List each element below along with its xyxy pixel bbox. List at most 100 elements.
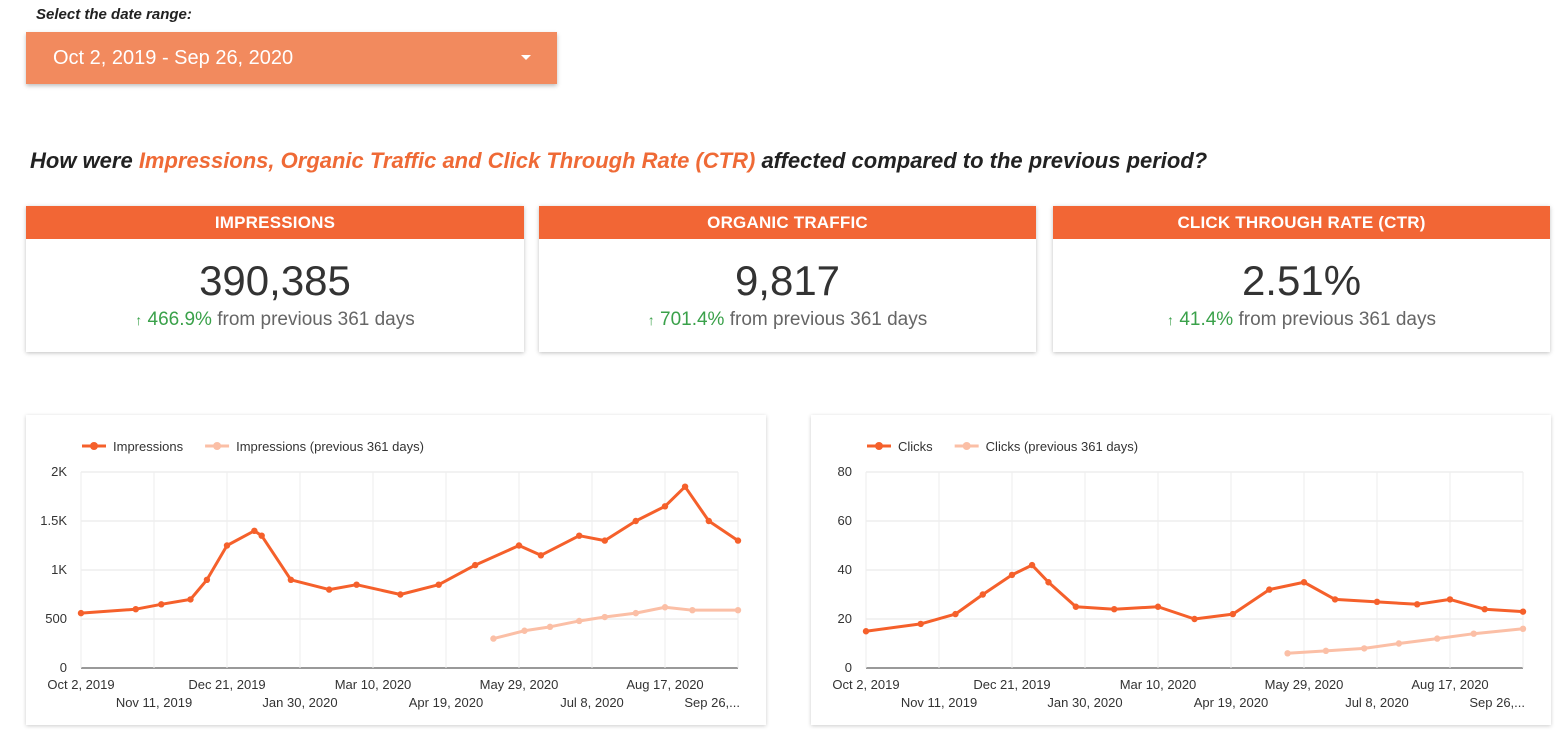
series-line-0 <box>865 563 1524 633</box>
data-point <box>537 552 545 559</box>
y-tick-label: 80 <box>838 464 852 479</box>
data-point <box>1191 615 1198 623</box>
data-point <box>1284 650 1291 657</box>
data-point <box>472 561 479 569</box>
data-point <box>1361 645 1368 652</box>
legend-label: Clicks (previous 361 days) <box>986 439 1138 454</box>
x-tick-label: Apr 19, 2020 <box>409 695 483 710</box>
data-point <box>1111 606 1118 613</box>
kpi-change-percent: 41.4% <box>1179 309 1234 330</box>
y-tick-label: 20 <box>838 611 852 626</box>
x-tick-label: Dec 21, 2019 <box>973 677 1050 692</box>
data-point <box>1154 603 1162 610</box>
x-tick-label: Jul 8, 2020 <box>1345 695 1409 710</box>
arrow-up-icon: ↑ <box>135 312 143 328</box>
data-point <box>1434 635 1441 642</box>
x-tick-label: Dec 21, 2019 <box>188 677 265 692</box>
data-point <box>1008 571 1016 579</box>
y-tick-label: 0 <box>845 660 852 675</box>
date-range-label: Select the date range: <box>36 6 192 23</box>
data-point <box>689 606 696 614</box>
kpi-change-text: from previous 361 days <box>217 309 415 330</box>
data-point <box>661 604 669 611</box>
data-point <box>632 517 639 525</box>
y-tick-label: 0 <box>60 660 67 675</box>
series-line-1 <box>1287 627 1524 655</box>
x-tick-label: Mar 10, 2020 <box>335 677 412 692</box>
legend-marker <box>875 442 883 450</box>
data-point <box>1072 603 1080 610</box>
data-point <box>601 537 608 544</box>
question-suffix: affected compared to the previous period… <box>755 148 1208 173</box>
data-point <box>258 532 265 539</box>
kpi-change-text: from previous 361 days <box>1238 309 1436 330</box>
data-point <box>1413 601 1421 608</box>
data-point <box>1446 596 1454 603</box>
kpi-change: ↑ 701.4% from previous 361 days <box>539 309 1036 331</box>
data-point <box>1373 598 1381 606</box>
data-point <box>158 601 165 608</box>
kpi-value: 2.51% <box>1241 257 1362 304</box>
data-point <box>521 627 528 634</box>
kpi-title: ORGANIC TRAFFIC <box>539 206 1036 239</box>
kpi-card-impressions: IMPRESSIONS 390,385 ↑ 466.9% from previo… <box>26 206 524 352</box>
x-tick-label: Oct 2, 2019 <box>47 677 114 692</box>
data-point <box>632 609 639 617</box>
data-point <box>734 537 742 544</box>
arrow-up-icon: ↑ <box>647 312 655 328</box>
data-point <box>1331 596 1339 603</box>
data-point <box>1395 640 1403 647</box>
data-point <box>132 606 139 613</box>
kpi-title: IMPRESSIONS <box>26 206 524 239</box>
data-point <box>1481 606 1488 613</box>
x-tick-label: Oct 2, 2019 <box>832 677 899 692</box>
data-point <box>576 617 583 625</box>
data-point <box>681 483 689 490</box>
kpi-card-ctr: CLICK THROUGH RATE (CTR) 2.51% ↑ 41.4% f… <box>1053 206 1550 352</box>
legend-label: Clicks <box>898 439 933 454</box>
data-point <box>1045 579 1052 586</box>
kpi-change-text: from previous 361 days <box>729 309 928 330</box>
y-tick-label: 2K <box>51 464 67 479</box>
x-tick-label: Sep 26,... <box>1469 695 1525 710</box>
y-tick-label: 1K <box>51 562 67 577</box>
data-point <box>203 576 211 583</box>
y-tick-label: 500 <box>45 611 67 626</box>
kpi-title: CLICK THROUGH RATE (CTR) <box>1053 206 1550 239</box>
data-point <box>917 620 924 628</box>
data-point <box>952 610 959 618</box>
data-point <box>77 609 85 617</box>
date-range-value: Oct 2, 2019 - Sep 26, 2020 <box>53 46 294 69</box>
x-tick-label: Mar 10, 2020 <box>1120 677 1197 692</box>
kpi-value: 390,385 <box>199 257 351 304</box>
data-point <box>1028 561 1036 569</box>
data-point <box>287 576 295 583</box>
data-point <box>1519 608 1527 615</box>
legend-label: Impressions (previous 361 days) <box>236 439 424 454</box>
data-point <box>326 586 333 593</box>
x-tick-label: Nov 11, 2019 <box>901 695 977 710</box>
data-point <box>1300 579 1308 586</box>
y-tick-label: 40 <box>838 562 852 577</box>
data-point <box>435 581 442 588</box>
arrow-up-icon: ↑ <box>1167 312 1175 328</box>
series-line-1 <box>493 605 738 641</box>
legend-marker <box>213 442 222 450</box>
section-question: How were Impressions, Organic Traffic an… <box>30 148 1207 174</box>
impressions-chart[interactable]: 0 500 1K 1.5K 2K Oct 2, 2019 Nov 11, 2019 Dec 2… <box>26 415 766 725</box>
legend-marker <box>962 442 971 450</box>
question-highlight: Impressions, Organic Traffic and Click T… <box>138 148 756 173</box>
question-prefix: How were <box>30 148 139 173</box>
chevron-down-icon <box>521 55 531 60</box>
data-point <box>515 542 523 549</box>
data-point <box>862 628 870 635</box>
kpi-change-percent: 466.9% <box>147 309 212 330</box>
data-point <box>546 623 554 631</box>
x-tick-label: Sep 26,... <box>684 695 740 710</box>
date-range-dropdown[interactable]: Oct 2, 2019 - Sep 26, 2020 <box>26 32 557 84</box>
clicks-chart[interactable]: 0 20 40 60 80 Oct 2, 2019 Nov 11, 2019 Dec 21, … <box>811 415 1551 725</box>
x-tick-label: Jan 30, 2020 <box>1047 695 1122 710</box>
data-point <box>1266 586 1273 593</box>
